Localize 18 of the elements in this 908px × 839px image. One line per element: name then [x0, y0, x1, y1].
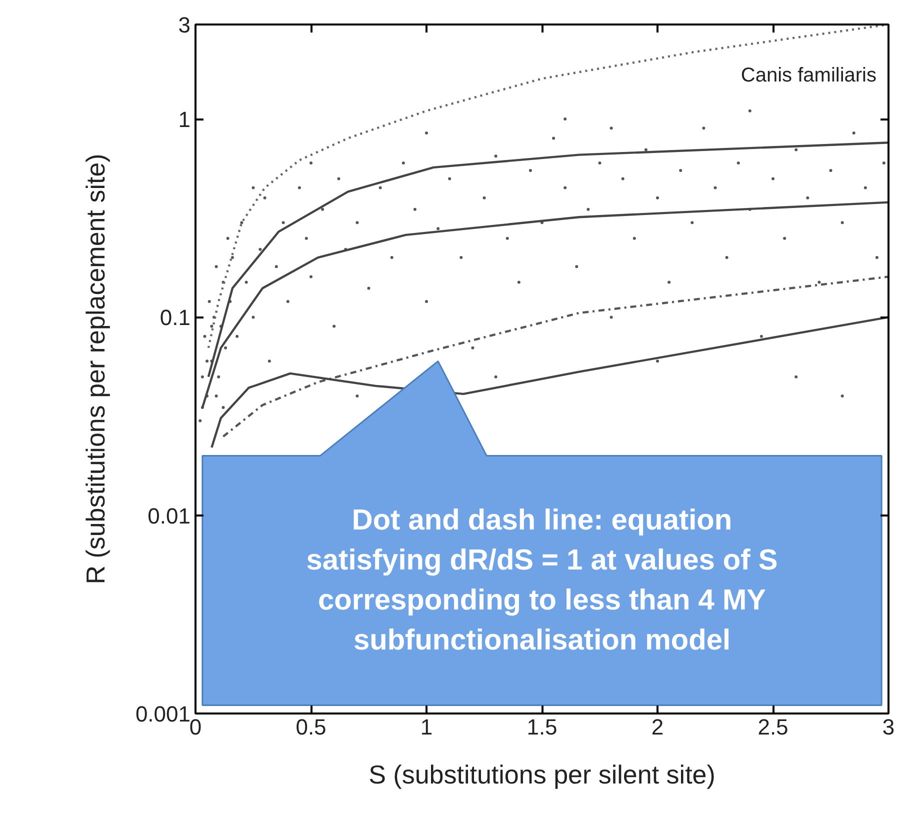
x-tick-label: 3 — [882, 714, 895, 740]
y-tick-label: 3 — [178, 12, 191, 38]
x-tick-label: 1 — [420, 714, 433, 740]
annotation: Dot and dash line: equation satisfying dR/dS = 1 at values of S corresponding to less than 4 MY subfunctionalisation model — [306, 504, 778, 656]
x-axis-title: S (substitutions per silent site) — [368, 760, 716, 790]
y-tick-label: 0.001 — [135, 702, 191, 726]
y-tick-label: 0.1 — [160, 305, 191, 330]
y-tick-label: 0.01 — [148, 503, 191, 528]
x-tick-label: 1.5 — [526, 714, 558, 740]
x-tick-label: 0.5 — [296, 714, 326, 740]
y-tick-label: 1 — [178, 107, 191, 132]
line-series — [210, 316, 888, 449]
x-tick-label: 0 — [189, 714, 202, 740]
x-tick-label: 2.5 — [758, 714, 788, 740]
y-axis-title: R (substitutions per replacement site) — [80, 154, 110, 584]
annotation: Canis familiaris — [740, 64, 877, 86]
x-tick-label: 2 — [651, 714, 664, 740]
line-series — [222, 276, 888, 438]
